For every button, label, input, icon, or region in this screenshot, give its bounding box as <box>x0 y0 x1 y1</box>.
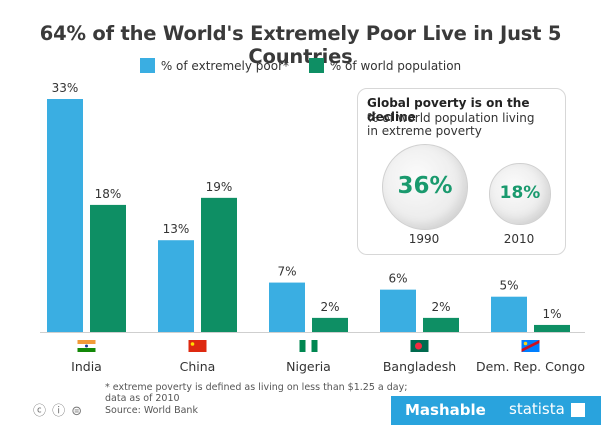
category-label-india: India <box>71 359 102 374</box>
bar-china-extremely-poor <box>158 240 194 332</box>
data-label-nigeria-extremely-poor: 7% <box>277 265 296 279</box>
poverty-decline-inset: Global poverty is on the decline % of wo… <box>357 88 566 255</box>
statista-logo: statista <box>509 400 565 418</box>
legend-item-extremely-poor: % of extremely poor* <box>139 58 290 73</box>
bar-chart: 33% 18% India 13% 19% China 7% 2% Nigeria 6% 2% Ban… <box>40 81 585 374</box>
globe-year-1990: 1990 <box>408 232 440 246</box>
statista-icon <box>571 403 585 417</box>
data-label-china-extremely-poor: 13% <box>163 222 190 236</box>
bangladesh-flag-icon <box>410 340 429 352</box>
bar-bangladesh-extremely-poor <box>380 289 416 332</box>
nigeria-flag-icon <box>299 340 318 352</box>
data-label-dem-rep-congo-extremely-poor: 5% <box>499 279 518 293</box>
data-label-nigeria-world-population: 2% <box>320 300 339 314</box>
bar-dem-rep-congo-extremely-poor <box>491 296 527 332</box>
data-label-china-world-population: 19% <box>206 180 233 194</box>
inset-subtitle: % of world population living in extreme … <box>367 111 535 138</box>
bar-dem-rep-congo-world-population <box>534 324 570 332</box>
brand-bar: Mashable statista <box>391 396 601 425</box>
legend-label-world-population: % of world population <box>329 59 462 73</box>
cc-by-nd-icons: ⓒ ⓘ ⊜ <box>33 404 84 419</box>
footnote: * extreme poverty is defined as living o… <box>105 382 408 404</box>
bar-nigeria-extremely-poor <box>269 282 305 332</box>
congo-flag-icon <box>521 340 540 352</box>
data-label-india-world-population: 18% <box>95 187 122 201</box>
data-label-bangladesh-extremely-poor: 6% <box>388 272 407 286</box>
bar-nigeria-world-population <box>312 317 348 332</box>
globe-icon: 18% <box>489 163 551 225</box>
india-flag-icon <box>77 340 96 352</box>
bar-china-world-population <box>201 197 237 332</box>
globe-year-2010: 2010 <box>503 232 535 246</box>
category-label-nigeria: Nigeria <box>286 359 331 374</box>
legend-swatch-extremely-poor <box>139 58 155 73</box>
mashable-logo: Mashable <box>405 401 486 419</box>
chart-title: 64% of the World's Extremely Poor Live i… <box>39 22 562 68</box>
data-label-dem-rep-congo-world-population: 1% <box>542 307 561 321</box>
legend-swatch-world-population <box>308 58 324 73</box>
legend-item-world-population: % of world population <box>308 58 462 73</box>
globe-icon: 36% <box>382 144 468 230</box>
globe-value-2010: 18% <box>499 183 541 204</box>
data-label-bangladesh-world-population: 2% <box>431 300 450 314</box>
legend-label-extremely-poor: % of extremely poor* <box>160 59 290 73</box>
category-label-bangladesh: Bangladesh <box>383 359 456 374</box>
source-note: Source: World Bank <box>105 405 198 416</box>
category-label-dem-rep-congo: Dem. Rep. Congo <box>476 359 585 374</box>
category-label-china: China <box>180 359 216 374</box>
bar-india-extremely-poor <box>47 99 83 332</box>
data-label-india-extremely-poor: 33% <box>52 81 79 95</box>
legend: % of extremely poor* % of world populati… <box>0 58 601 73</box>
globe-value-1990: 36% <box>397 172 453 199</box>
china-flag-icon <box>188 340 207 352</box>
inset-title: Global poverty is on the decline <box>367 96 530 124</box>
bar-india-world-population <box>90 204 126 332</box>
bar-bangladesh-world-population <box>423 317 459 332</box>
